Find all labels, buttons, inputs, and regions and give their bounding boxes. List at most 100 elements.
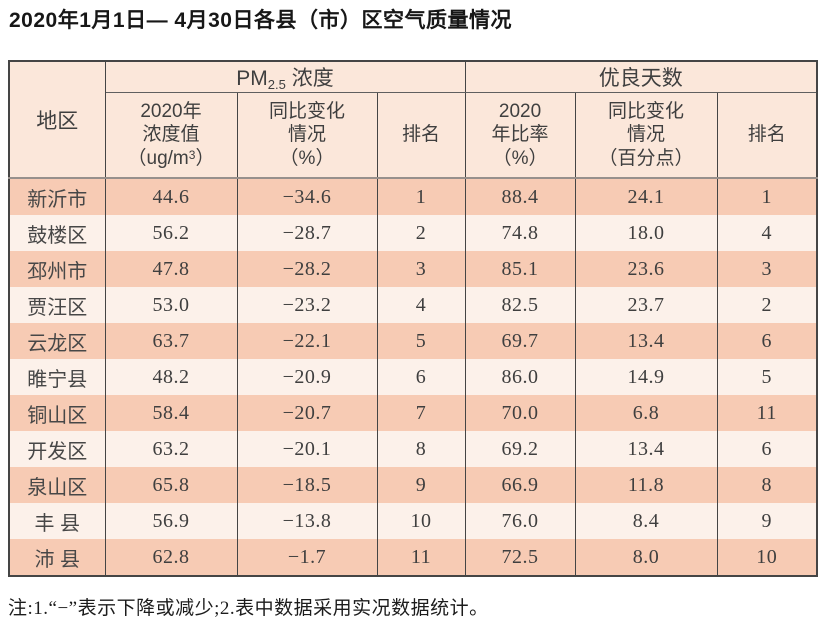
header-line: 情况 [287, 124, 326, 146]
ratio-value-cell: 69.7 [464, 323, 576, 360]
ratio-change-cell: 8.4 [574, 503, 718, 540]
ratio-rank-cell: 9 [716, 503, 818, 540]
ratio-rank-cell: 6 [716, 431, 818, 468]
pm25-value-cell: 62.8 [104, 539, 238, 577]
table-row: 沛 县 62.8 −1.7 11 72.5 8.0 10 [8, 539, 818, 577]
pm25-rank-cell: 8 [376, 431, 466, 468]
table-row: 丰 县 56.9 −13.8 10 76.0 8.4 9 [8, 503, 818, 540]
table-body: 新沂市 44.6 −34.6 1 88.4 24.1 1 鼓楼区 56.2 −2… [8, 178, 818, 577]
region-cell: 沛 县 [8, 539, 106, 577]
pm25-rank-cell: 9 [376, 467, 466, 504]
pm25-value-cell: 47.8 [104, 251, 238, 288]
region-cell: 丰 县 [8, 503, 106, 540]
region-cell: 云龙区 [8, 323, 106, 360]
pm25-value-cell: 56.2 [104, 215, 238, 252]
header-ratio-rank: 排名 [716, 92, 818, 180]
pm25-rank-cell: 4 [376, 287, 466, 324]
pm25-change-cell: −34.6 [236, 178, 378, 216]
ratio-change-cell: 8.0 [574, 539, 718, 577]
pm25-change-cell: −23.2 [236, 287, 378, 324]
region-cell: 铜山区 [8, 395, 106, 432]
ratio-value-cell: 66.9 [464, 467, 576, 504]
ratio-rank-cell: 8 [716, 467, 818, 504]
pm25-value-cell: 48.2 [104, 359, 238, 396]
ratio-change-cell: 13.4 [574, 431, 718, 468]
region-cell: 泉山区 [8, 467, 106, 504]
header-region: 地区 [8, 61, 106, 180]
ratio-rank-cell: 1 [716, 178, 818, 216]
table-row: 泉山区 65.8 −18.5 9 66.9 11.8 8 [8, 467, 818, 504]
pm25-change-cell: −20.7 [236, 395, 378, 432]
header-ratio-change: 同比变化 情况 （百分点） [574, 92, 718, 180]
ratio-value-cell: 70.0 [464, 395, 576, 432]
pm25-change-cell: −1.7 [236, 539, 378, 577]
ratio-rank-cell: 6 [716, 323, 818, 360]
pm25-value-cell: 65.8 [104, 467, 238, 504]
unit-prefix: （ug/m [127, 148, 189, 170]
unit-superscript: 3 [188, 148, 196, 163]
header-unit: （ug/m3） [106, 147, 236, 171]
ratio-change-cell: 13.4 [574, 323, 718, 360]
pm25-value-cell: 44.6 [104, 178, 238, 216]
pm25-rank-cell: 1 [376, 178, 466, 216]
pm25-value-cell: 58.4 [104, 395, 238, 432]
header-pm25-rank: 排名 [376, 92, 466, 180]
pm25-change-cell: −20.1 [236, 431, 378, 468]
region-cell: 贾汪区 [8, 287, 106, 324]
pm25-rank-cell: 5 [376, 323, 466, 360]
footnote: 注:1.“−”表示下降或减少;2.表中数据采用实况数据统计。 [8, 598, 489, 620]
ratio-change-cell: 23.7 [574, 287, 718, 324]
pm25-value-cell: 63.7 [104, 323, 238, 360]
ratio-change-cell: 11.8 [574, 467, 718, 504]
header-pm25-change: 同比变化 情况 （%） [236, 92, 378, 180]
ratio-change-cell: 24.1 [574, 178, 718, 216]
pm25-rank-cell: 11 [376, 539, 466, 577]
pm25-change-cell: −13.8 [236, 503, 378, 540]
ratio-value-cell: 86.0 [464, 359, 576, 396]
table-row: 铜山区 58.4 −20.7 7 70.0 6.8 11 [8, 395, 818, 432]
ratio-value-cell: 82.5 [464, 287, 576, 324]
pm25-change-cell: −28.7 [236, 215, 378, 252]
pm25-rank-cell: 3 [376, 251, 466, 288]
header-pm25-group: PM2.5 浓度 [104, 61, 466, 94]
pm25-value-cell: 63.2 [104, 431, 238, 468]
region-cell: 睢宁县 [8, 359, 106, 396]
ratio-value-cell: 88.4 [464, 178, 576, 216]
header-line: 浓度值 [142, 124, 200, 146]
ratio-rank-cell: 10 [716, 539, 818, 577]
header-line: 年比率 [491, 124, 549, 146]
pm25-rank-cell: 2 [376, 215, 466, 252]
table-row: 贾汪区 53.0 −23.2 4 82.5 23.7 2 [8, 287, 818, 324]
table-row: 新沂市 44.6 −34.6 1 88.4 24.1 1 [8, 178, 818, 216]
region-cell: 开发区 [8, 431, 106, 468]
ratio-value-cell: 74.8 [464, 215, 576, 252]
region-cell: 鼓楼区 [8, 215, 106, 252]
pm25-change-cell: −18.5 [236, 467, 378, 504]
table-row: 鼓楼区 56.2 −28.7 2 74.8 18.0 4 [8, 215, 818, 252]
pm25-rank-cell: 7 [376, 395, 466, 432]
header-line: 2020年 [140, 100, 202, 122]
header-ratio: 2020 年比率 （%） [464, 92, 576, 180]
ratio-value-cell: 76.0 [464, 503, 576, 540]
air-quality-table: 地区 PM2.5 浓度 优良天数 2020年 浓度值 （ug/m3） 同比变化 … [8, 60, 819, 578]
header-gooddays-group: 优良天数 [464, 61, 818, 94]
pm25-label-subscript: 2.5 [267, 77, 286, 93]
ratio-rank-cell: 2 [716, 287, 818, 324]
ratio-change-cell: 18.0 [574, 215, 718, 252]
header-line: 同比变化 [608, 100, 685, 122]
pm25-change-cell: −28.2 [236, 251, 378, 288]
table-row: 开发区 63.2 −20.1 8 69.2 13.4 6 [8, 431, 818, 468]
header-group-row: 地区 PM2.5 浓度 优良天数 [8, 61, 818, 180]
header-line: （百分点） [598, 148, 694, 170]
header-concentration: 2020年 浓度值 （ug/m3） [104, 92, 238, 180]
ratio-change-cell: 14.9 [574, 359, 718, 396]
ratio-rank-cell: 3 [716, 251, 818, 288]
header-line: 同比变化 [268, 100, 345, 122]
ratio-rank-cell: 5 [716, 359, 818, 396]
table-row: 睢宁县 48.2 −20.9 6 86.0 14.9 5 [8, 359, 818, 396]
pm25-rank-cell: 6 [376, 359, 466, 396]
header-line: （%） [492, 148, 548, 170]
pm25-rank-cell: 10 [376, 503, 466, 540]
table-row: 云龙区 63.7 −22.1 5 69.7 13.4 6 [8, 323, 818, 360]
